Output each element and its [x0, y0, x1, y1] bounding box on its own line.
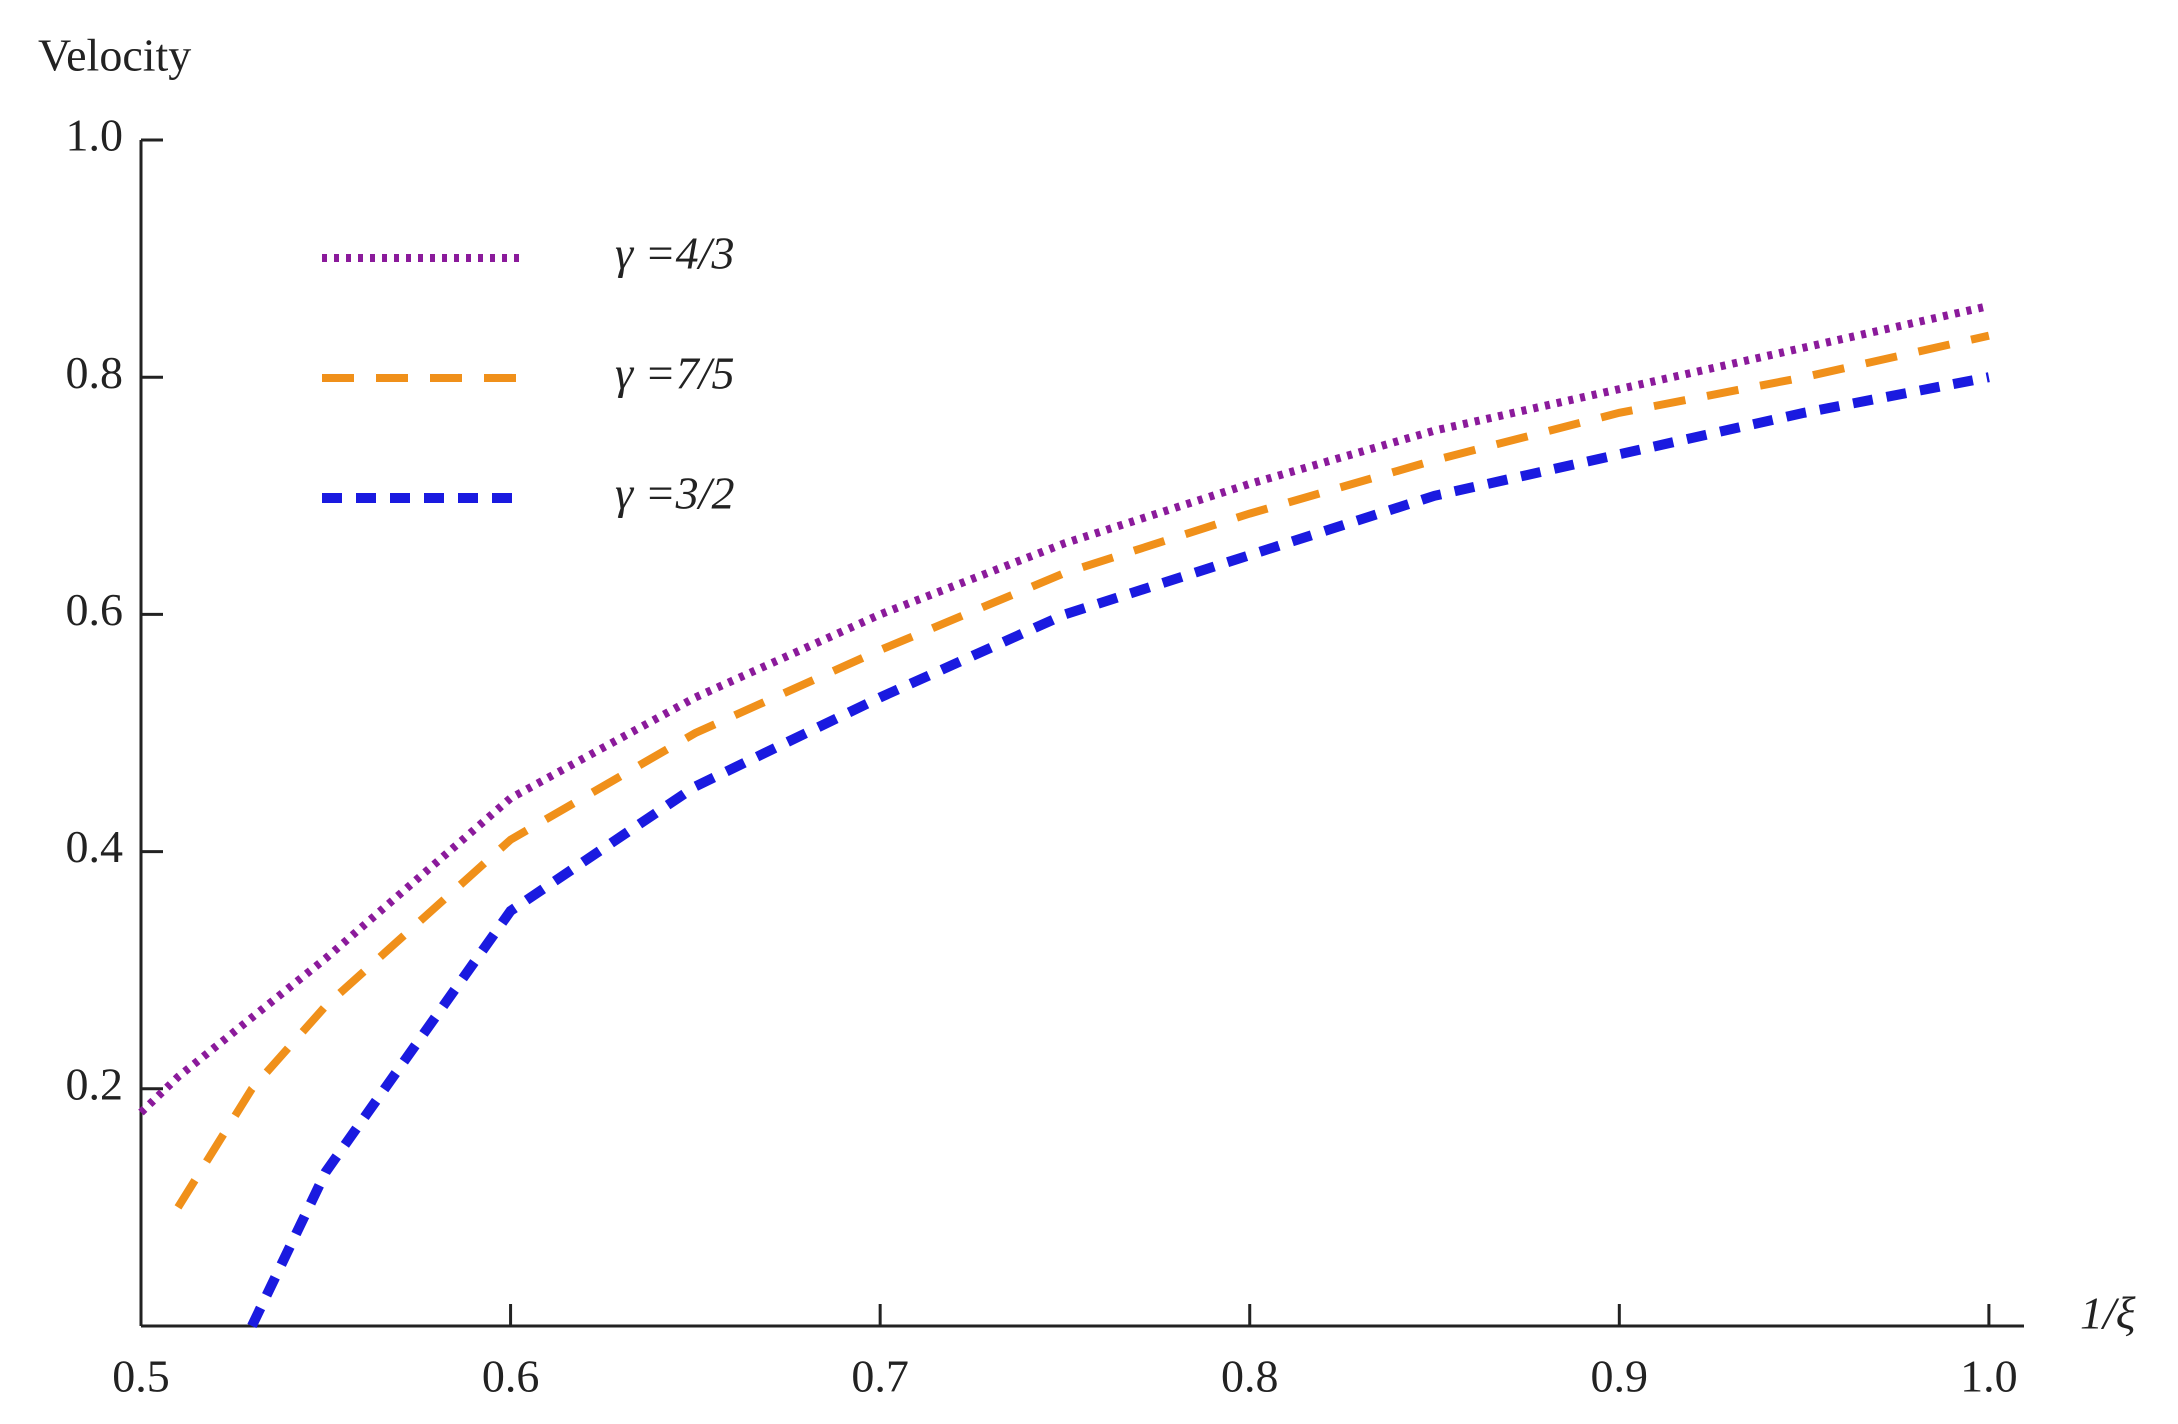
x-tick-label: 0.8 — [1221, 1351, 1279, 1402]
legend-label: γ =3/2 — [615, 468, 734, 519]
x-tick-label: 0.9 — [1591, 1351, 1649, 1402]
y-tick-label: 1.0 — [66, 110, 124, 161]
y-tick-label: 0.8 — [66, 347, 124, 398]
series-line — [247, 372, 1990, 1329]
y-tick-label: 0.2 — [66, 1058, 124, 1109]
y-tick-label: 0.6 — [66, 584, 124, 635]
x-tick-label: 1.0 — [1960, 1351, 2018, 1402]
y-tick-label: 0.4 — [66, 821, 124, 872]
x-tick-label: 0.6 — [482, 1351, 540, 1402]
x-axis-label: 1/ξ — [2080, 1288, 2136, 1339]
y-axis-label: Velocity — [38, 30, 191, 81]
legend-label: γ =7/5 — [615, 348, 734, 399]
series-line — [138, 302, 1990, 1116]
series-line — [174, 331, 1990, 1210]
legend-label: γ =4/3 — [615, 228, 734, 279]
x-tick-label: 0.5 — [112, 1351, 170, 1402]
x-tick-label: 0.7 — [851, 1351, 909, 1402]
